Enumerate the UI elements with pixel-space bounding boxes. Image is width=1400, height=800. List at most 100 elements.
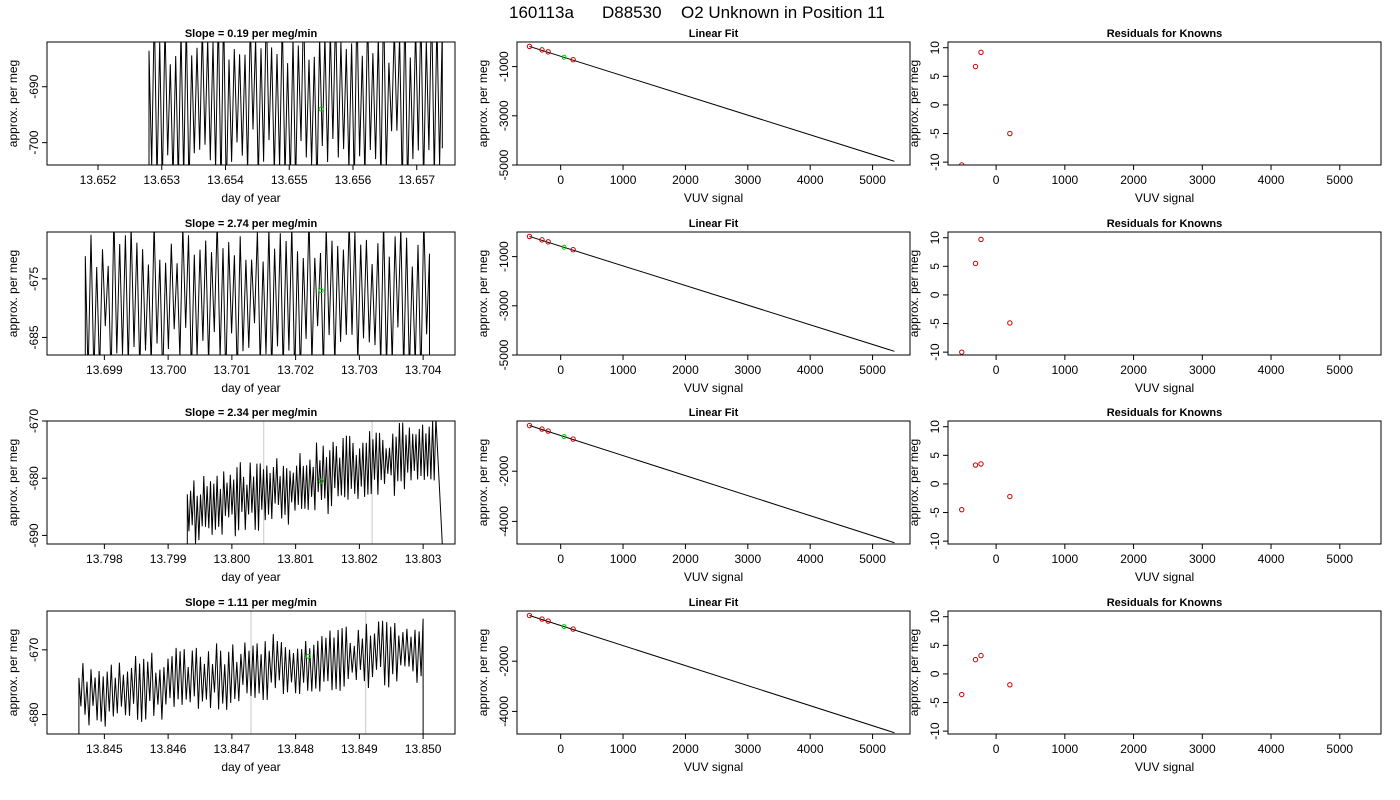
residual-point bbox=[978, 652, 984, 659]
plot-frame bbox=[516, 420, 911, 545]
x-tick-label: 13.700 bbox=[150, 363, 187, 377]
y-tick-label: -685 bbox=[27, 325, 41, 349]
residual-point bbox=[978, 236, 984, 243]
y-tick-label: 5 bbox=[928, 452, 942, 459]
known-point bbox=[539, 237, 545, 243]
residual-point bbox=[959, 691, 965, 698]
y-tick-label: -5 bbox=[928, 697, 942, 708]
known-point bbox=[545, 428, 551, 434]
known-point bbox=[539, 426, 545, 432]
x-axis-label: day of year bbox=[221, 191, 280, 205]
y-tick-label: 0 bbox=[928, 291, 942, 298]
residual-point bbox=[1007, 682, 1013, 688]
residual-point bbox=[1007, 320, 1013, 326]
fit-line bbox=[529, 45, 895, 162]
x-axis-label: VUV signal bbox=[684, 191, 743, 205]
linear-fit-panel-3: Linear Fit 0 1000 2000 3000 4000 5000 -4000 -200… bbox=[476, 407, 911, 584]
plot-area bbox=[959, 49, 1013, 165]
x-tick-label: 3000 bbox=[734, 742, 761, 756]
x-tick-label: 13.845 bbox=[86, 742, 123, 756]
x-tick-label: 13.803 bbox=[405, 552, 442, 566]
y-tick-label: 10 bbox=[928, 420, 942, 434]
x-tick-label: 13.656 bbox=[335, 173, 372, 187]
unknown-point bbox=[561, 54, 567, 60]
panel-title: Slope = 2.74 per meg/min bbox=[185, 218, 318, 230]
y-tick-label: -5 bbox=[928, 318, 942, 329]
known-point bbox=[526, 612, 533, 619]
y-tick-label: 5 bbox=[928, 73, 942, 80]
y-tick-label: -1000 bbox=[497, 51, 511, 82]
y-tick-label: -680 bbox=[27, 702, 41, 726]
x-tick-label: 2000 bbox=[672, 552, 699, 566]
x-tick-label: 13.847 bbox=[214, 742, 251, 756]
panel-title: Residuals for Knowns bbox=[1107, 28, 1223, 40]
y-tick-label: 10 bbox=[928, 231, 942, 245]
plot-frame bbox=[947, 231, 1382, 356]
panel-title: Slope = 2.34 per meg/min bbox=[185, 407, 318, 419]
x-tick-label: 1000 bbox=[1051, 742, 1078, 756]
plot-area bbox=[526, 612, 895, 734]
panel-title: Slope = 0.19 per meg/min bbox=[185, 28, 318, 40]
y-tick-label: -10 bbox=[928, 532, 942, 550]
y-axis-label: approx. per meg bbox=[6, 60, 20, 147]
unknown-point bbox=[305, 653, 311, 659]
x-tick-label: 0 bbox=[557, 173, 564, 187]
y-axis-label: approx. per meg bbox=[6, 629, 20, 716]
plot-area bbox=[186, 421, 443, 544]
y-tick-label: -700 bbox=[27, 130, 41, 154]
x-tick-label: 2000 bbox=[1120, 742, 1147, 756]
x-tick-label: 4000 bbox=[1258, 552, 1285, 566]
x-tick-label: 13.849 bbox=[341, 742, 378, 756]
residuals-panel-4: Residuals for Knowns 0 1000 2000 3000 4000 500… bbox=[907, 597, 1382, 774]
residual-point bbox=[1007, 130, 1013, 137]
y-axis-label: approx. per meg bbox=[476, 60, 490, 147]
y-tick-label: -670 bbox=[27, 409, 41, 433]
linear-fit-panel-1: Linear Fit 0 1000 2000 3000 4000 5000 -5000 -300… bbox=[476, 28, 911, 205]
x-tick-label: 5000 bbox=[859, 742, 886, 756]
unknown-point bbox=[318, 478, 324, 484]
x-tick-label: 3000 bbox=[1189, 173, 1216, 187]
x-tick-label: 0 bbox=[557, 363, 564, 377]
x-tick-label: 13.846 bbox=[150, 742, 187, 756]
y-axis-label: approx. per meg bbox=[476, 250, 490, 337]
y-axis-label: approx. per meg bbox=[907, 439, 921, 526]
x-tick-label: 0 bbox=[557, 742, 564, 756]
x-tick-label: 1000 bbox=[1051, 363, 1078, 377]
residual-point bbox=[978, 461, 984, 467]
panel-title: Residuals for Knowns bbox=[1107, 597, 1223, 609]
x-axis-label: VUV signal bbox=[1135, 191, 1194, 205]
known-point bbox=[570, 57, 576, 63]
x-tick-label: 13.657 bbox=[398, 173, 435, 187]
x-tick-label: 5000 bbox=[1326, 363, 1353, 377]
known-point bbox=[570, 247, 576, 253]
y-tick-label: -680 bbox=[27, 466, 41, 490]
residual-point bbox=[972, 656, 979, 663]
x-tick-label: 3000 bbox=[734, 173, 761, 187]
x-tick-label: 5000 bbox=[1326, 742, 1353, 756]
panel-title: Residuals for Knowns bbox=[1107, 407, 1223, 419]
x-axis-label: VUV signal bbox=[1135, 760, 1194, 774]
x-tick-label: 13.802 bbox=[341, 552, 378, 566]
residuals-panel-3: Residuals for Knowns 0 1000 2000 3000 4000 500… bbox=[907, 407, 1382, 584]
y-axis-label: approx. per meg bbox=[476, 629, 490, 716]
x-tick-label: 4000 bbox=[1258, 742, 1285, 756]
x-axis-label: day of year bbox=[221, 760, 280, 774]
x-tick-label: 4000 bbox=[797, 173, 824, 187]
x-tick-label: 1000 bbox=[1051, 552, 1078, 566]
plot-area bbox=[959, 461, 1013, 513]
tank-id: D88530 bbox=[602, 3, 662, 22]
x-tick-label: 5000 bbox=[859, 173, 886, 187]
timeseries-panel-4: Slope = 1.11 per meg/min 13.845 13.846 13.8… bbox=[6, 597, 456, 774]
plot-frame bbox=[947, 420, 1382, 545]
panel-title: Slope = 1.11 per meg/min bbox=[185, 597, 317, 609]
y-tick-label: -3000 bbox=[497, 290, 511, 321]
y-tick-label: -4000 bbox=[497, 506, 511, 537]
y-axis-label: approx. per meg bbox=[6, 439, 20, 526]
plot-frame bbox=[516, 610, 911, 735]
x-tick-label: 13.799 bbox=[150, 552, 187, 566]
signal-trace bbox=[148, 42, 443, 165]
x-axis-label: VUV signal bbox=[684, 570, 743, 584]
plot-frame bbox=[46, 420, 456, 545]
unknown-point bbox=[318, 106, 324, 112]
timeseries-panel-1: Slope = 0.19 per meg/min 13.652 13.653 13.6… bbox=[6, 28, 456, 205]
